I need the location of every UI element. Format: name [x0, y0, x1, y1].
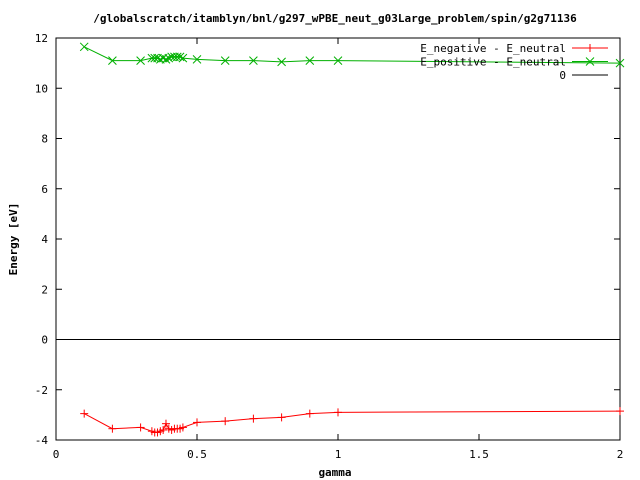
marker-stroke [79, 42, 89, 52]
data-point [615, 58, 625, 68]
x-tick-label: 0 [53, 448, 60, 461]
data-point [333, 56, 343, 65]
y-tick-label: 6 [41, 183, 48, 196]
data-point [136, 56, 145, 65]
y-tick-label: 0 [41, 334, 48, 347]
y-tick-label: 10 [35, 82, 48, 95]
marker-stroke [164, 53, 174, 63]
y-tick-label: 8 [41, 133, 48, 146]
x-tick-label: 2 [617, 448, 624, 461]
data-point [192, 55, 202, 64]
series-line [83, 410, 621, 433]
marker-stroke [333, 56, 343, 65]
data-point [172, 52, 182, 62]
series-0 [80, 407, 624, 437]
y-tick-label: -2 [35, 384, 48, 397]
chart-title: /globalscratch/itamblyn/bnl/g297_wPBE_ne… [93, 12, 577, 25]
x-axis: 0 0.5 1 1.5 2 [53, 38, 624, 461]
data-point [161, 419, 170, 428]
data-point [616, 407, 624, 416]
x-tick-label: 1.5 [469, 448, 489, 461]
legend-label: 0 [559, 69, 566, 82]
marker-stroke [615, 58, 625, 68]
data-point [108, 424, 117, 433]
data-point [277, 413, 286, 422]
y-axis-label: Energy [eV] [7, 203, 20, 276]
data-point [277, 57, 286, 67]
data-point [249, 414, 258, 423]
marker-stroke [108, 56, 117, 65]
legend-marker [586, 44, 594, 52]
y-tick-label: 4 [41, 233, 48, 246]
data-point [305, 56, 315, 65]
marker-stroke [305, 56, 315, 65]
data-point [108, 56, 117, 65]
data-point [136, 423, 145, 432]
data-point [249, 56, 258, 65]
legend-label: E_negative - E_neutral [420, 42, 566, 55]
data-point [221, 417, 230, 426]
legend-label: E_positive - E_neutral [420, 56, 566, 69]
data-point [178, 423, 187, 432]
x-axis-label: gamma [318, 466, 351, 479]
data-point [159, 425, 168, 434]
data-point [80, 409, 89, 418]
data-point [79, 42, 89, 52]
marker-stroke [175, 52, 185, 62]
data-point [164, 53, 174, 63]
data-point [220, 56, 230, 65]
marker-stroke [178, 53, 188, 63]
marker-stroke [150, 53, 160, 63]
marker-stroke [161, 55, 171, 64]
x-tick-label: 1 [335, 448, 342, 461]
data-point [150, 53, 160, 63]
marker-stroke [192, 55, 202, 64]
y-axis: -4 -2 0 2 4 6 8 10 12 [35, 32, 620, 447]
legend-marker [585, 57, 595, 66]
data-point [334, 408, 342, 417]
data-point [193, 418, 201, 427]
marker-stroke [136, 56, 145, 65]
marker-stroke [277, 57, 286, 67]
y-tick-label: -4 [35, 434, 49, 447]
data-point [175, 52, 185, 62]
plot-frame [55, 37, 621, 441]
data-point [178, 53, 188, 63]
series-1 [79, 42, 625, 68]
y-tick-label: 12 [35, 32, 48, 45]
y-tick-label: 2 [41, 283, 48, 296]
x-tick-label: 0.5 [187, 448, 207, 461]
series-line [83, 46, 621, 64]
data-point [161, 55, 171, 64]
marker-stroke [172, 52, 182, 62]
series-layer [56, 42, 625, 437]
marker-stroke [249, 56, 258, 65]
marker-stroke [585, 57, 595, 66]
data-point [305, 409, 314, 418]
marker-stroke [220, 56, 230, 65]
